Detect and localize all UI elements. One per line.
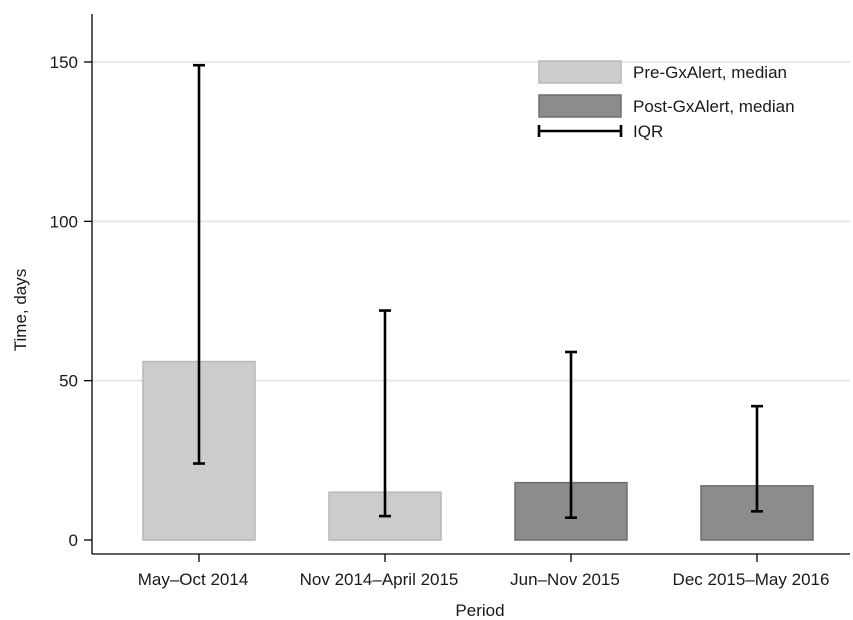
x-tick-label: May–Oct 2014 (138, 570, 249, 589)
bars (142, 360, 814, 541)
legend-label: IQR (633, 122, 663, 141)
x-tick-label: Jun–Nov 2015 (510, 570, 620, 589)
legend-label: Pre-GxAlert, median (633, 63, 787, 82)
x-ticks: May–Oct 2014 Nov 2014–April 2015 Jun–Nov 2… (138, 554, 830, 589)
y-ticks: 0 50 100 150 (50, 53, 92, 550)
y-tick-label: 100 (50, 212, 78, 231)
x-tick-label: Dec 2015–May 2016 (673, 570, 830, 589)
legend-swatch (538, 60, 622, 84)
x-axis-title: Period (455, 601, 504, 620)
iqr-error-bars (193, 63, 763, 519)
y-tick-label: 150 (50, 53, 78, 72)
y-tick-label: 0 (69, 531, 78, 550)
y-axis-title: Time, days (11, 269, 30, 352)
axes (91, 14, 850, 555)
legend: Pre-GxAlert, median Post-GxAlert, median I… (537, 60, 795, 141)
legend-label: Post-GxAlert, median (633, 97, 795, 116)
y-tick-label: 50 (59, 372, 78, 391)
legend-swatch (538, 94, 622, 118)
x-tick-label: Nov 2014–April 2015 (300, 570, 459, 589)
bar (700, 485, 814, 541)
